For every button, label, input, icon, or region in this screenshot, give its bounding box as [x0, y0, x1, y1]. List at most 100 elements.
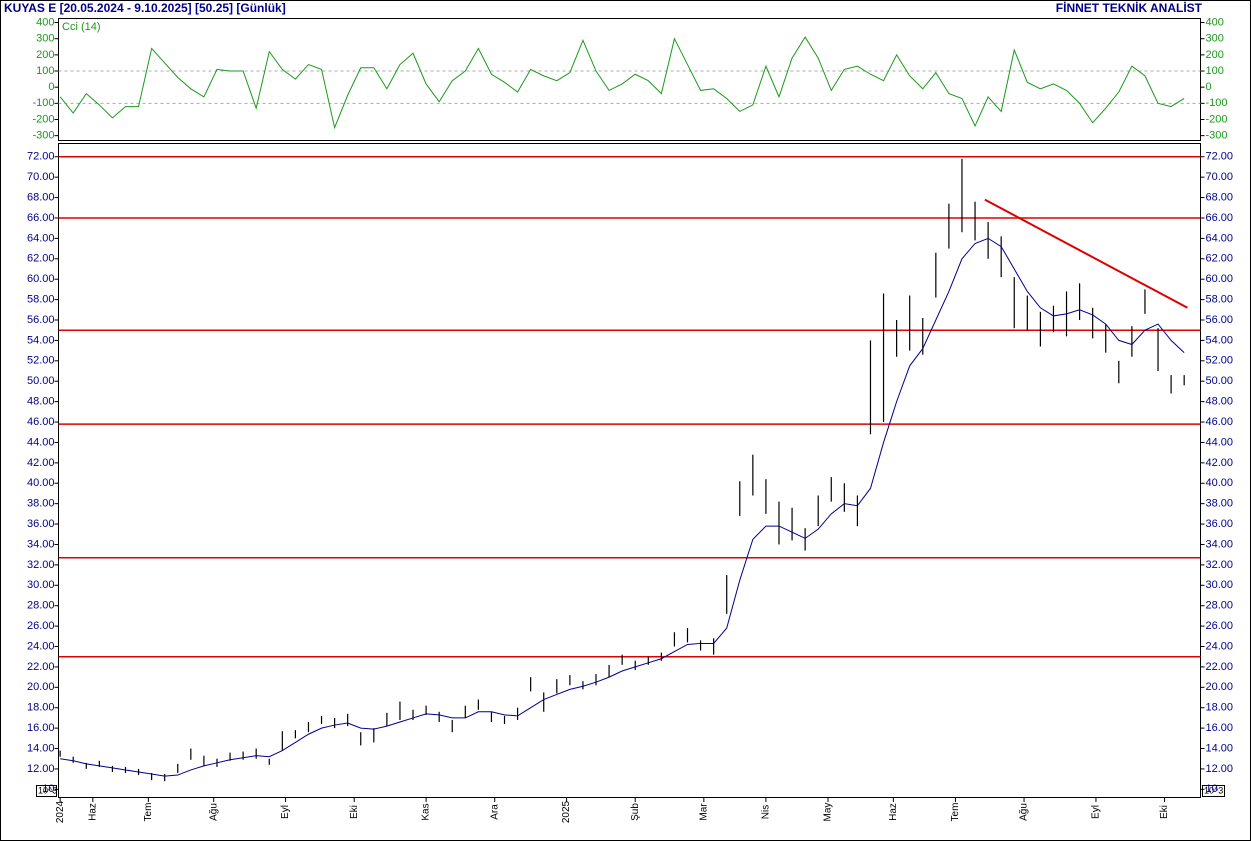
cci-line — [59, 36, 1185, 130]
x-tick-label: Şub — [630, 803, 641, 821]
y-tick-label: 50.00 — [27, 375, 55, 387]
y-tick-label: 16.00 — [1206, 722, 1234, 734]
y-tick-label: 62.00 — [27, 253, 55, 265]
y-tick-label: 38.00 — [1206, 498, 1234, 510]
x-tick-label: Tem — [950, 803, 961, 822]
y-tick-label: 30.00 — [1206, 579, 1234, 591]
cci-panel — [58, 18, 1201, 141]
y-tick-label: 60.00 — [1206, 273, 1234, 285]
x-tick-label: May — [823, 803, 834, 822]
y-tick-label: 58.00 — [27, 294, 55, 306]
y-tick-label: 40.00 — [27, 477, 55, 489]
x-tick-label: Nis — [761, 805, 772, 819]
x-tick-label: 2025 — [561, 800, 572, 823]
x-tick-label: Ağu — [1019, 803, 1030, 821]
x-tick-label: Tem — [143, 803, 154, 822]
y-tick-label: 12.00 — [1206, 763, 1234, 775]
y-tick-label: 200 — [36, 49, 54, 61]
x-tick-label: 2024 — [55, 800, 66, 823]
y-tick-label: 24.00 — [27, 640, 55, 652]
y-tick-label: 66.00 — [1206, 212, 1234, 224]
y-tick-label: 14.00 — [27, 742, 55, 754]
multiplier-left: 10^3 — [38, 785, 57, 795]
y-tick-label: -300 — [32, 130, 54, 142]
multiplier-box — [36, 785, 57, 797]
y-tick-label: 10 — [1206, 783, 1218, 795]
y-tick-label: -100 — [32, 97, 54, 109]
x-tick-label: Kas — [421, 803, 432, 820]
y-tick-label: 42.00 — [1206, 457, 1234, 469]
y-tick-label: 52.00 — [27, 355, 55, 367]
header-brand: FİNNET TEKNİK ANALİST — [1056, 0, 1203, 15]
y-tick-label: 42.00 — [27, 457, 55, 469]
y-tick-label: 64.00 — [1206, 232, 1234, 244]
multiplier-right: 10^3 — [1204, 785, 1223, 795]
y-tick-label: 44.00 — [27, 436, 55, 448]
y-tick-label: 70.00 — [27, 171, 55, 183]
y-tick-label: 46.00 — [1206, 416, 1234, 428]
y-tick-label: 400 — [1206, 16, 1224, 28]
y-tick-label: 26.00 — [1206, 620, 1234, 632]
x-tick-label: Haz — [87, 803, 98, 821]
y-tick-label: 46.00 — [27, 416, 55, 428]
y-tick-label: 100 — [1206, 65, 1224, 77]
y-tick-label: 300 — [36, 33, 54, 45]
y-tick-label: 14.00 — [1206, 742, 1234, 754]
y-tick-label: 38.00 — [27, 498, 55, 510]
y-tick-label: 64.00 — [27, 232, 55, 244]
y-tick-label: 32.00 — [27, 559, 55, 571]
y-tick-label: -100 — [1206, 97, 1228, 109]
y-tick-label: 18.00 — [1206, 702, 1234, 714]
x-tick-label: Eyl — [280, 805, 291, 819]
y-tick-label: 34.00 — [1206, 538, 1234, 550]
y-tick-label: 20.00 — [1206, 681, 1234, 693]
x-tick-label: Eki — [349, 805, 360, 819]
y-tick-label: 34.00 — [27, 538, 55, 550]
y-tick-label: -200 — [1206, 113, 1228, 125]
y-tick-label: 36.00 — [1206, 518, 1234, 530]
y-tick-label: 10 — [42, 783, 54, 795]
y-tick-label: 20.00 — [27, 681, 55, 693]
y-tick-label: 22.00 — [1206, 661, 1234, 673]
moving-average — [60, 237, 1185, 777]
y-tick-label: 18.00 — [27, 702, 55, 714]
trendline — [984, 198, 1188, 309]
y-tick-label: 50.00 — [1206, 375, 1234, 387]
y-tick-label: 54.00 — [27, 334, 55, 346]
y-tick-label: 56.00 — [27, 314, 55, 326]
y-tick-label: 28.00 — [27, 600, 55, 612]
cci-label: Cci (14) — [62, 21, 101, 33]
y-tick-label: 30.00 — [27, 579, 55, 591]
y-tick-label: 68.00 — [27, 191, 55, 203]
y-tick-label: 48.00 — [1206, 396, 1234, 408]
y-tick-label: 300 — [1206, 33, 1224, 45]
y-tick-label: 32.00 — [1206, 559, 1234, 571]
y-tick-label: 200 — [1206, 49, 1224, 61]
x-tick-label: Eyl — [1091, 805, 1102, 819]
y-tick-label: 56.00 — [1206, 314, 1234, 326]
y-tick-label: 400 — [36, 16, 54, 28]
y-tick-label: 68.00 — [1206, 191, 1234, 203]
y-tick-label: 48.00 — [27, 396, 55, 408]
y-tick-label: 66.00 — [27, 212, 55, 224]
y-tick-label: 22.00 — [27, 661, 55, 673]
y-tick-label: 40.00 — [1206, 477, 1234, 489]
y-tick-label: 0 — [1206, 81, 1212, 93]
x-tick-label: Haz — [888, 803, 899, 821]
x-tick-label: Ağu — [208, 803, 219, 821]
y-tick-label: -200 — [32, 113, 54, 125]
y-tick-label: -300 — [1206, 130, 1228, 142]
y-tick-label: 0 — [48, 81, 54, 93]
y-tick-label: 72.00 — [1206, 151, 1234, 163]
x-tick-label: Ara — [489, 804, 500, 820]
x-tick-label: Mar — [698, 803, 709, 821]
y-tick-label: 16.00 — [27, 722, 55, 734]
x-tick-label: Eki — [1159, 805, 1170, 819]
multiplier-box — [1202, 785, 1225, 797]
y-tick-label: 36.00 — [27, 518, 55, 530]
y-tick-label: 58.00 — [1206, 294, 1234, 306]
y-tick-label: 62.00 — [1206, 253, 1234, 265]
